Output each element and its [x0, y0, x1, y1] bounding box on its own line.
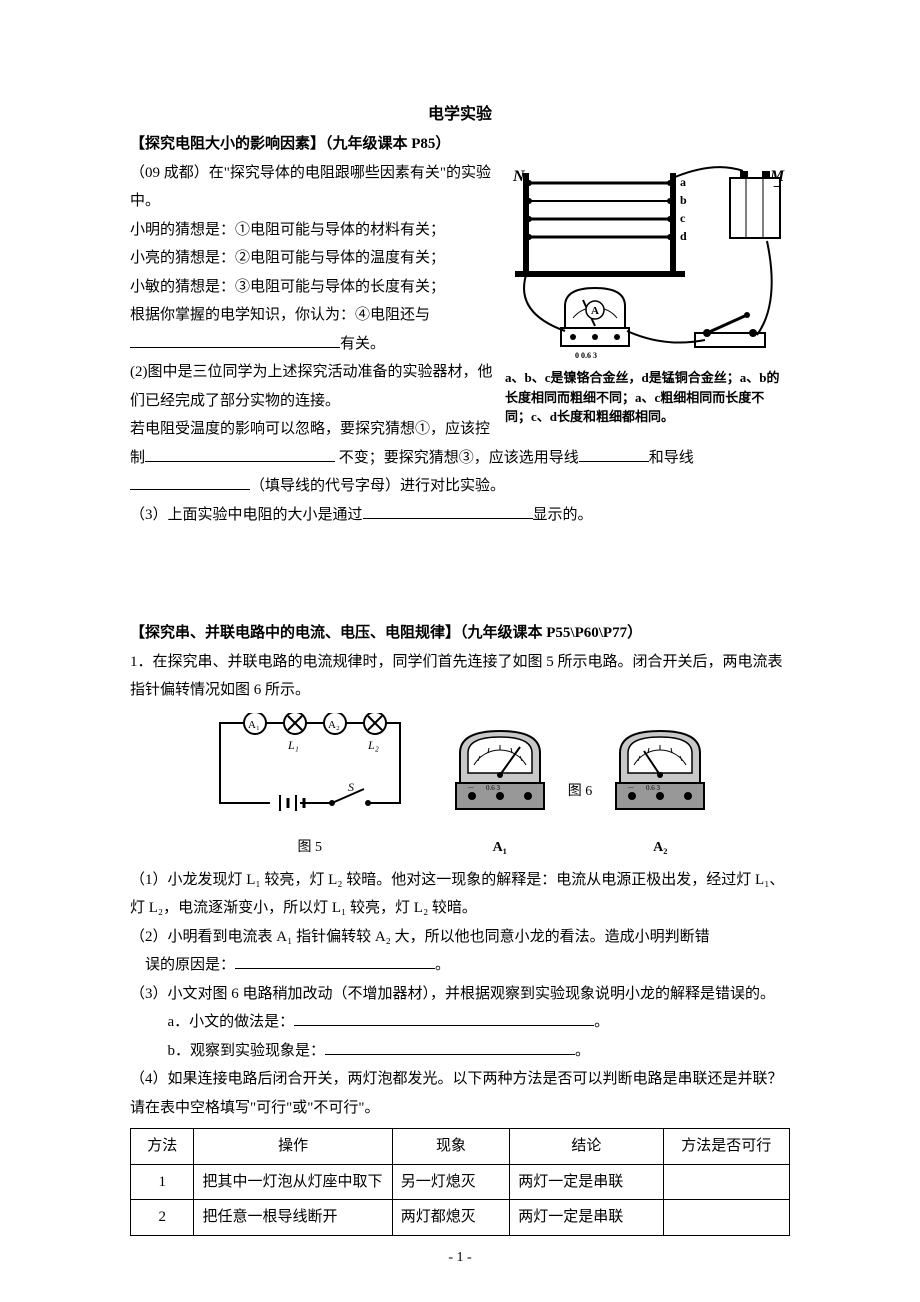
cell-method-2: 2 — [131, 1200, 194, 1236]
svg-text:A: A — [591, 305, 599, 317]
section-1: 【探究电阻大小的影响因素】（九年级课本 P85） N M a b c d — [130, 130, 790, 529]
svg-text:0 0.6 3: 0 0.6 3 — [575, 351, 597, 360]
th-conclude: 结论 — [510, 1129, 663, 1165]
svg-text:−: − — [773, 180, 781, 195]
blank-control[interactable] — [145, 444, 335, 462]
s2-p3b: b．观察到实验现象是：。 — [130, 1037, 790, 1066]
figure-resistance-caption: a、b、c是镍铬合金丝，d是锰铜合金丝；a、b的长度相同而粗细不同；a、c粗细相… — [505, 368, 790, 427]
ammeter-a2-svg: — 0.6 3 — [610, 723, 710, 823]
s2-p4: （4）如果连接电路后闭合开关，两灯泡都发光。以下两种方法是否可以判断电路是串联还… — [130, 1065, 790, 1122]
svg-text:c: c — [680, 211, 686, 225]
circuit-fig5-svg: A₁ L₁ A₂ L₂ — [210, 713, 410, 823]
blank-wire-1[interactable] — [579, 444, 649, 462]
s1-line-7: 若电阻受温度的影响可以忽略，要探究猜想①，应该控制 不变；要探究猜想③，应该选用… — [130, 415, 790, 501]
cell-op-2: 把任意一根导线断开 — [194, 1200, 392, 1236]
page-number: - 1 - — [0, 1245, 920, 1272]
cell-feasible-2[interactable] — [663, 1200, 789, 1236]
methods-table: 方法 操作 现象 结论 方法是否可行 1 把其中一灯泡从灯座中取下 另一灯熄灭 … — [130, 1128, 790, 1236]
blank-wire-2[interactable] — [130, 473, 250, 491]
svg-text:0.6 3: 0.6 3 — [486, 784, 501, 792]
resistance-apparatus-svg: N M a b c d — [505, 163, 790, 363]
svg-text:0.6 3: 0.6 3 — [646, 784, 661, 792]
cell-con-1: 两灯一定是串联 — [510, 1164, 663, 1200]
blank-method-a[interactable] — [294, 1009, 594, 1027]
th-feasible: 方法是否可行 — [663, 1129, 789, 1165]
cell-method-1: 1 — [131, 1164, 194, 1200]
svg-text:—: — — [627, 785, 635, 791]
cell-con-2: 两灯一定是串联 — [510, 1200, 663, 1236]
svg-text:b: b — [680, 193, 687, 207]
cell-feasible-1[interactable] — [663, 1164, 789, 1200]
spacer — [130, 529, 790, 619]
fig6-caption: 图 6 — [568, 779, 593, 806]
doc-title: 电学实验 — [130, 100, 790, 130]
svg-text:—: — — [467, 785, 475, 791]
table-header-row: 方法 操作 现象 结论 方法是否可行 — [131, 1129, 790, 1165]
section-2-heading: 【探究串、并联电路中的电流、电压、电阻规律】（九年级课本 P55\P60\P77… — [130, 619, 790, 648]
ammeter-a1-svg: — 0.6 3 — [450, 723, 550, 823]
svg-text:S: S — [348, 780, 354, 794]
blank-observe-b[interactable] — [325, 1037, 575, 1055]
th-method: 方法 — [131, 1129, 194, 1165]
s1-line-8: （3）上面实验中电阻的大小是通过显示的。 — [130, 501, 790, 530]
svg-text:A₂: A₂ — [328, 719, 340, 731]
blank-display[interactable] — [363, 501, 533, 519]
figure-5: A₁ L₁ A₂ L₂ — [210, 713, 410, 862]
svg-text:d: d — [680, 229, 687, 243]
cell-ph-2: 两灯都熄灭 — [392, 1200, 509, 1236]
figures-row: A₁ L₁ A₂ L₂ — [130, 713, 790, 862]
svg-text:L₁: L₁ — [287, 738, 299, 752]
blank-factor[interactable] — [130, 330, 340, 348]
th-phenom: 现象 — [392, 1129, 509, 1165]
ammeter-a1-label: A₁ — [450, 835, 550, 862]
svg-text:a: a — [680, 175, 686, 189]
th-operation: 操作 — [194, 1129, 392, 1165]
section-1-heading: 【探究电阻大小的影响因素】（九年级课本 P85） — [130, 130, 790, 159]
cell-ph-1: 另一灯熄灭 — [392, 1164, 509, 1200]
cell-op-1: 把其中一灯泡从灯座中取下 — [194, 1164, 392, 1200]
table-row: 1 把其中一灯泡从灯座中取下 另一灯熄灭 两灯一定是串联 — [131, 1164, 790, 1200]
s2-p3: （3）小文对图 6 电路稍加改动（不增加器材），并根据观察到实验现象说明小龙的解… — [130, 980, 790, 1009]
section-2: 【探究串、并联电路中的电流、电压、电阻规律】（九年级课本 P55\P60\P77… — [130, 619, 790, 1236]
fig5-caption: 图 5 — [210, 835, 410, 862]
svg-text:A₁: A₁ — [248, 719, 260, 731]
ammeter-a2-label: A₂ — [610, 835, 710, 862]
s2-p1: （1）小龙发现灯 L₁ 较亮，灯 L₂ 较暗。他对这一现象的解释是：电流从电源正… — [130, 866, 790, 923]
s2-p3a: a．小文的做法是：。 — [130, 1008, 790, 1037]
s2-p2: （2）小明看到电流表 A₁ 指针偏转较 A₂ 大，所以他也同意小龙的看法。造成小… — [130, 923, 790, 980]
table-row: 2 把任意一根导线断开 两灯都熄灭 两灯一定是串联 — [131, 1200, 790, 1236]
figure-6: — 0.6 3 A₁ 图 6 — [450, 723, 711, 862]
figure-resistance-apparatus: N M a b c d — [505, 163, 790, 427]
s2-q1: 1．在探究串、并联电路的电流规律时，同学们首先连接了如图 5 所示电路。闭合开关… — [130, 648, 790, 705]
blank-reason[interactable] — [235, 952, 435, 970]
svg-text:L₂: L₂ — [367, 738, 379, 752]
